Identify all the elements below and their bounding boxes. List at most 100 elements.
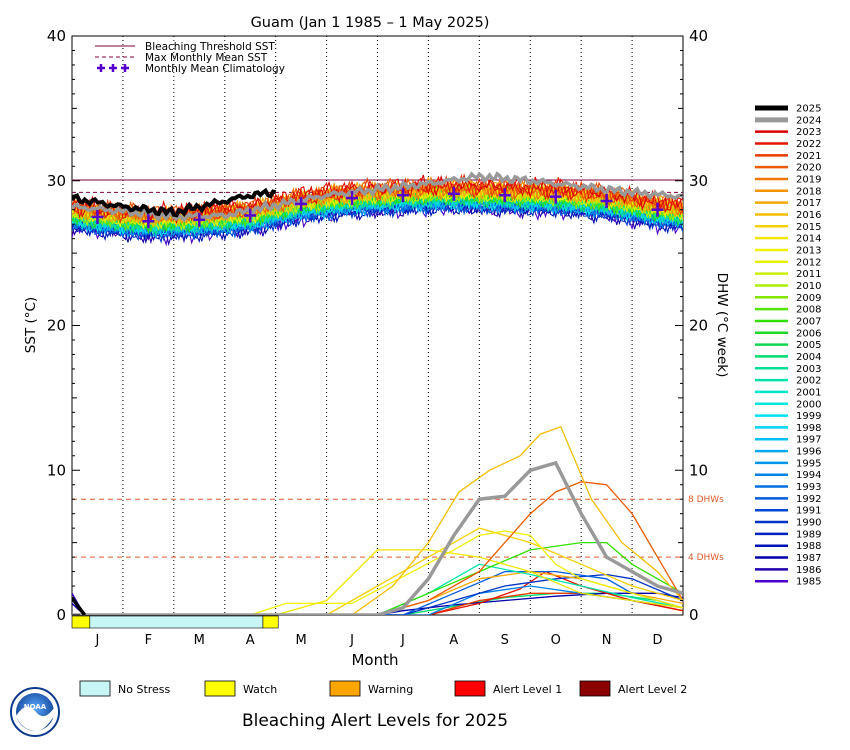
climatology-marker — [651, 202, 664, 217]
year-legend-label: 2024 — [796, 115, 821, 126]
month-tick-label: N — [602, 633, 612, 648]
climatology-marker — [295, 196, 308, 211]
year-legend-label: 1988 — [796, 541, 821, 552]
month-tick-label: F — [145, 633, 152, 648]
year-legend-label: 2016 — [796, 210, 821, 221]
year-legend-label: 2019 — [796, 174, 821, 185]
climatology-marker — [346, 191, 359, 206]
y-tick-label-right: 30 — [689, 172, 708, 190]
y-tick-label-right: 10 — [689, 461, 708, 479]
sst-series-group — [72, 171, 683, 247]
month-tick-label: J — [349, 633, 354, 648]
dhw-line-2014 — [72, 549, 683, 615]
year-legend-label: 2021 — [796, 151, 821, 162]
year-legend-label: 2005 — [796, 340, 821, 351]
dhw-threshold-label: 8 DHWs — [688, 495, 724, 505]
dhw-line-2015 — [72, 527, 683, 615]
year-legend-label: 2014 — [796, 234, 821, 245]
dhw-line-2016 — [72, 425, 683, 615]
sst-line-2025 — [72, 187, 277, 218]
alert-level-legend: No Stress Watch Warning Alert Level 1 Alert … — [79, 680, 687, 697]
year-legend: 2025202420232022202120202019201820172016… — [755, 104, 821, 588]
noaa-logo-text: NOAA — [24, 703, 47, 711]
climatology-marker — [498, 188, 511, 203]
alert-legend-label: No Stress — [118, 683, 171, 696]
legend-label-bleaching-threshold: Bleaching Threshold SST — [145, 41, 275, 53]
y-tick-label-left: 40 — [47, 27, 66, 45]
y-tick-label-left: 0 — [56, 606, 66, 624]
year-legend-label: 2006 — [796, 328, 821, 339]
climatology-marker — [447, 186, 460, 201]
y-tick-label-right: 40 — [689, 27, 708, 45]
year-legend-label: 1989 — [796, 529, 821, 540]
year-legend-label: 2009 — [796, 293, 821, 304]
year-legend-label: 1995 — [796, 458, 821, 469]
alert-legend-swatch — [329, 680, 361, 697]
alert-legend-label: Alert Level 2 — [618, 683, 687, 696]
year-legend-label: 1993 — [796, 482, 821, 493]
dhw-series-group — [72, 425, 683, 615]
alert-legend-swatch — [579, 680, 611, 697]
year-legend-label: 1996 — [796, 447, 821, 458]
x-axis-label: Month — [351, 651, 398, 669]
dhw-line-2024 — [72, 460, 683, 615]
y-axis-left-label: SST (°C) — [23, 297, 39, 353]
threshold-lines: 8 DHWs 4 DHWs — [72, 179, 724, 563]
year-legend-label: 2002 — [796, 376, 821, 387]
dhw-line-2007 — [72, 541, 683, 615]
year-legend-label: 1985 — [796, 577, 821, 588]
month-gridlines — [122, 36, 633, 615]
legend-label-max-monthly-mean: Max Monthly Mean SST — [145, 52, 268, 64]
climatology-marker — [142, 214, 155, 229]
year-legend-label: 1987 — [796, 553, 821, 564]
year-legend-label: 2001 — [796, 387, 821, 398]
year-legend-label: 2000 — [796, 399, 821, 410]
climatology-marker — [244, 208, 257, 223]
noaa-logo: NOAA — [10, 687, 60, 737]
sst-line-2024 — [72, 171, 683, 223]
dhw-line-2022 — [72, 570, 683, 615]
climatology-markers — [91, 186, 664, 229]
alert-legend-label: Warning — [368, 683, 413, 696]
alert-bar — [71, 615, 279, 629]
year-legend-label: 2003 — [796, 364, 821, 375]
alert-legend-swatch — [79, 680, 111, 697]
year-legend-label: 2018 — [796, 186, 821, 197]
dhw-line-2013 — [72, 530, 683, 615]
month-tick-label: M — [296, 633, 307, 648]
y-tick-label-left: 10 — [47, 461, 66, 479]
year-legend-label: 1992 — [796, 494, 821, 505]
y-tick-label-left: 20 — [47, 317, 66, 335]
alert-legend-swatch — [204, 680, 236, 697]
year-legend-label: 2007 — [796, 316, 821, 327]
alert-legend-label: Alert Level 1 — [493, 683, 562, 696]
threshold-legend: Bleaching Threshold SST Max Monthly Mean… — [95, 41, 285, 75]
year-legend-label: 1994 — [796, 470, 821, 481]
dhw-line-2004 — [72, 592, 683, 615]
month-tick-label: D — [653, 633, 663, 648]
year-legend-label: 1991 — [796, 506, 821, 517]
year-legend-label: 2010 — [796, 281, 821, 292]
year-legend-label: 2020 — [796, 163, 821, 174]
year-legend-label: 2008 — [796, 305, 821, 316]
climatology-marker — [396, 188, 409, 203]
legend-label-climatology: Monthly Mean Climatology — [145, 63, 285, 75]
dhw-line-1990 — [72, 573, 683, 615]
month-tick-label: J — [400, 633, 405, 648]
alert-bar-segment — [71, 615, 91, 629]
year-legend-label: 2013 — [796, 245, 821, 256]
climatology-marker — [91, 209, 104, 224]
y-tick-label-left: 30 — [47, 172, 66, 190]
year-legend-label: 1999 — [796, 411, 821, 422]
year-legend-label: 2004 — [796, 352, 821, 363]
month-tick-label: O — [551, 633, 561, 648]
month-tick-label: M — [194, 633, 205, 648]
axes: J F M A M J J A S O N D 0 0 10 10 20 20 30 30 40 40 — [47, 27, 708, 648]
legend-climatology-crosses — [97, 64, 129, 72]
climatology-marker — [549, 189, 562, 204]
dhw-line-2020 — [72, 481, 683, 615]
month-tick-label: J — [95, 633, 100, 648]
year-legend-label: 2025 — [796, 104, 821, 115]
year-legend-label: 2017 — [796, 198, 821, 209]
